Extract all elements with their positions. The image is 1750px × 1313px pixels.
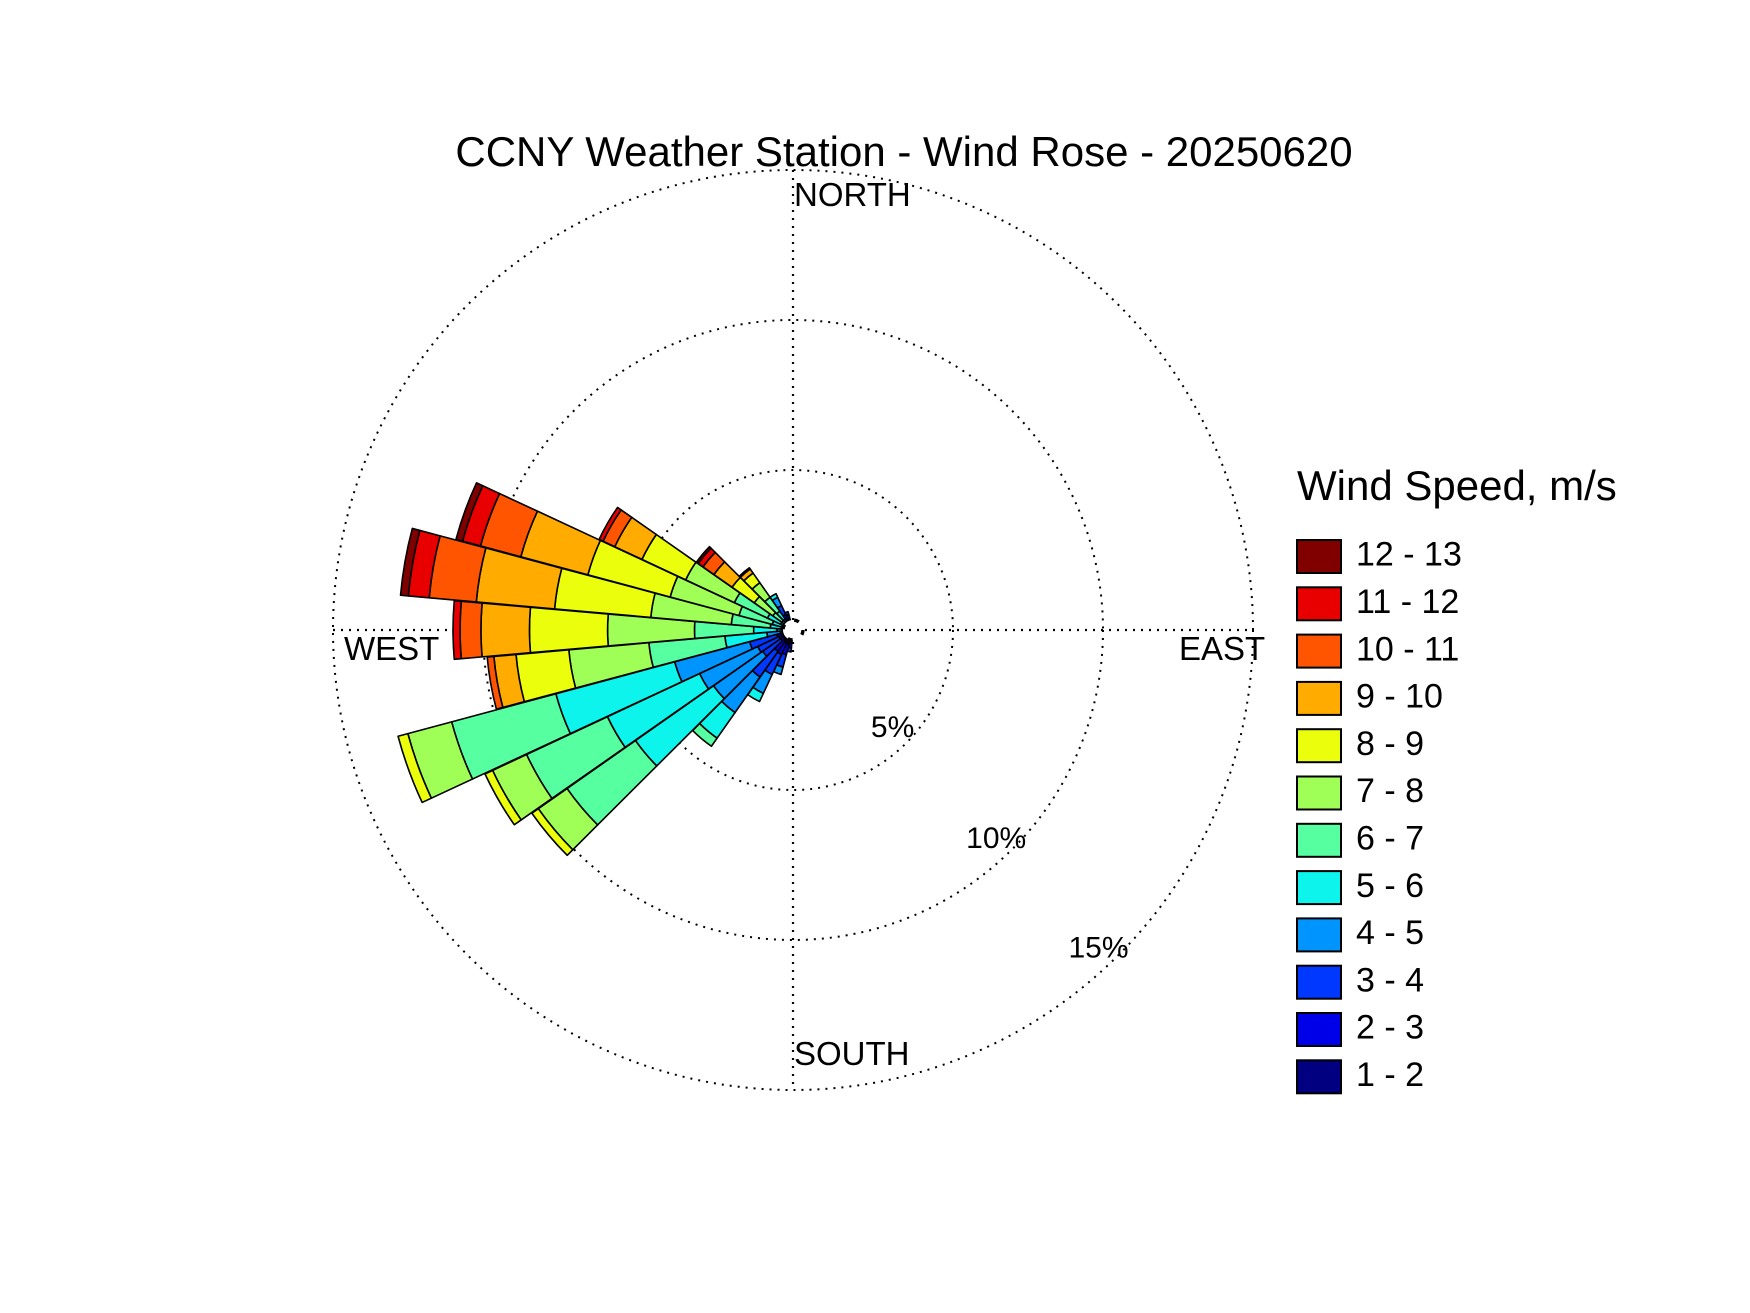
svg-text:9 - 10: 9 - 10 <box>1356 678 1443 716</box>
svg-text:EAST: EAST <box>1179 630 1265 667</box>
svg-text:11 - 12: 11 - 12 <box>1356 583 1459 621</box>
svg-text:SOUTH: SOUTH <box>794 1035 910 1072</box>
svg-text:2 - 3: 2 - 3 <box>1356 1009 1424 1047</box>
svg-text:5%: 5% <box>871 711 914 744</box>
svg-text:10 - 11: 10 - 11 <box>1356 630 1459 668</box>
svg-text:8 - 9: 8 - 9 <box>1356 725 1424 763</box>
svg-text:6 - 7: 6 - 7 <box>1356 820 1424 858</box>
svg-text:15%: 15% <box>1068 932 1128 965</box>
svg-text:WEST: WEST <box>344 630 439 667</box>
svg-text:3 - 4: 3 - 4 <box>1356 961 1424 999</box>
svg-text:12 - 13: 12 - 13 <box>1356 536 1462 574</box>
svg-text:7 - 8: 7 - 8 <box>1356 772 1424 810</box>
svg-text:Wind Speed, m/s: Wind Speed, m/s <box>1297 462 1617 509</box>
svg-text:NORTH: NORTH <box>794 176 911 213</box>
svg-text:1 - 2: 1 - 2 <box>1356 1056 1424 1094</box>
svg-text:CCNY Weather Station - Wind Ro: CCNY Weather Station - Wind Rose - 20250… <box>455 128 1352 175</box>
svg-text:10%: 10% <box>966 822 1026 855</box>
svg-text:5 - 6: 5 - 6 <box>1356 867 1424 905</box>
svg-text:4 - 5: 4 - 5 <box>1356 914 1424 952</box>
